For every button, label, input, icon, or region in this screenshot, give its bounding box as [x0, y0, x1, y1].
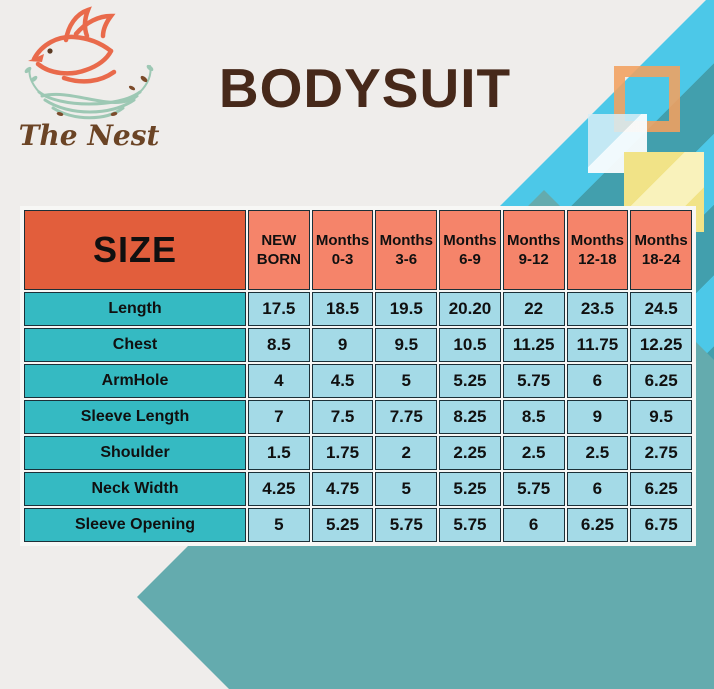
size-header-cell: SIZE: [24, 210, 246, 290]
value-cell: 6: [502, 508, 565, 542]
table-row-chest: Chest 8.5 9 9.5 10.5 11.25 11.75 12.25: [24, 328, 692, 362]
col-header-line: 12-18: [578, 251, 617, 268]
bird-eye-icon: [47, 48, 53, 54]
col-header-months-18-24: Months 18-24: [630, 210, 692, 290]
value-cell: 4: [248, 364, 310, 398]
col-header-line: Months: [315, 231, 370, 249]
col-header-line: 9-12: [518, 251, 549, 268]
value-cell: 4.25: [248, 472, 310, 506]
col-header-months-12-18: Months 12-18: [566, 210, 629, 290]
brand-logo: The Nest: [19, 6, 160, 152]
value-cell: 5.25: [439, 472, 501, 506]
col-header-line: Months: [443, 231, 497, 249]
value-cell: 9.5: [630, 400, 692, 434]
col-header-line: 6-9: [459, 251, 481, 268]
value-cell: 4.5: [311, 364, 374, 398]
value-cell: 11.75: [566, 328, 629, 362]
value-cell: 8.5: [248, 328, 310, 362]
header-row: SIZE NEW BORN Months 0-3 Months 3-6 Mont…: [24, 210, 692, 290]
value-cell: 2.25: [439, 436, 501, 470]
value-cell: 22: [502, 292, 565, 326]
row-label-cell: Chest: [24, 328, 246, 362]
col-header-line: 3-6: [395, 251, 418, 268]
col-header-line: Months: [634, 231, 688, 249]
value-cell: 2: [375, 436, 438, 470]
value-cell: 12.25: [630, 328, 692, 362]
value-cell: 6.25: [630, 364, 692, 398]
table-row-armhole: ArmHole 4 4.5 5 5.25 5.75 6 6.25: [24, 364, 692, 398]
value-cell: 11.25: [502, 328, 565, 362]
table-row-sleeve-length: Sleeve Length 7 7.5 7.75 8.25 8.5 9 9.5: [24, 400, 692, 434]
col-header-months-3-6: Months 3-6: [375, 210, 438, 290]
value-cell: 10.5: [439, 328, 501, 362]
value-cell: 2.75: [630, 436, 692, 470]
value-cell: 24.5: [630, 292, 692, 326]
value-cell: 9: [566, 400, 629, 434]
value-cell: 5.75: [439, 508, 501, 542]
row-label-cell: Sleeve Opening: [24, 508, 246, 542]
value-cell: 8.25: [439, 400, 501, 434]
value-cell: 6.25: [630, 472, 692, 506]
value-cell: 17.5: [248, 292, 310, 326]
size-chart-table: SIZE NEW BORN Months 0-3 Months 3-6 Mont…: [22, 208, 694, 544]
value-cell: 18.5: [311, 292, 374, 326]
value-cell: 6: [566, 364, 629, 398]
row-label-cell: Length: [24, 292, 246, 326]
col-header-newborn: NEW BORN: [248, 210, 310, 290]
value-cell: 19.5: [375, 292, 438, 326]
col-header-line: Months: [507, 231, 561, 249]
row-label-cell: Neck Width: [24, 472, 246, 506]
value-cell: 7.5: [311, 400, 374, 434]
row-label-cell: Shoulder: [24, 436, 246, 470]
value-cell: 5.75: [375, 508, 438, 542]
table-row-sleeve-opening: Sleeve Opening 5 5.25 5.75 5.75 6 6.25 6…: [24, 508, 692, 542]
value-cell: 2.5: [566, 436, 629, 470]
col-header-line: NEW: [261, 231, 297, 249]
bird-beak-icon: [28, 54, 44, 62]
value-cell: 5.25: [439, 364, 501, 398]
value-cell: 23.5: [566, 292, 629, 326]
size-chart-container: SIZE NEW BORN Months 0-3 Months 3-6 Mont…: [20, 206, 696, 546]
value-cell: 1.75: [311, 436, 374, 470]
value-cell: 5: [375, 472, 438, 506]
value-cell: 5.25: [311, 508, 374, 542]
table-row-neck-width: Neck Width 4.25 4.75 5 5.25 5.75 6 6.25: [24, 472, 692, 506]
value-cell: 6.25: [566, 508, 629, 542]
value-cell: 9: [311, 328, 374, 362]
col-header-line: Months: [570, 231, 625, 249]
col-header-months-0-3: Months 0-3: [311, 210, 374, 290]
row-label-cell: ArmHole: [24, 364, 246, 398]
col-header-line: 0-3: [331, 251, 354, 268]
value-cell: 5.75: [502, 472, 565, 506]
orange-square-outline-decoration: [614, 66, 680, 132]
value-cell: 7: [248, 400, 310, 434]
row-label-cell: Sleeve Length: [24, 400, 246, 434]
value-cell: 5: [375, 364, 438, 398]
col-header-line: BORN: [256, 251, 301, 268]
page-title: BODYSUIT: [218, 57, 512, 119]
value-cell: 20.20: [439, 292, 501, 326]
bird-icon: [31, 6, 117, 84]
value-cell: 7.75: [375, 400, 438, 434]
col-header-months-9-12: Months 9-12: [502, 210, 565, 290]
col-header-line: 18-24: [641, 251, 681, 268]
value-cell: 8.5: [502, 400, 565, 434]
value-cell: 5: [248, 508, 310, 542]
value-cell: 4.75: [311, 472, 374, 506]
value-cell: 6: [566, 472, 629, 506]
value-cell: 2.5: [502, 436, 565, 470]
nest-icon: [28, 65, 152, 120]
value-cell: 6.75: [630, 508, 692, 542]
brand-name-text: The Nest: [19, 119, 160, 152]
table-row-length: Length 17.5 18.5 19.5 20.20 22 23.5 24.5: [24, 292, 692, 326]
value-cell: 5.75: [502, 364, 565, 398]
col-header-line: Months: [379, 231, 433, 249]
nest-leaves-icon: [24, 64, 154, 116]
table-row-shoulder: Shoulder 1.5 1.75 2 2.25 2.5 2.5 2.75: [24, 436, 692, 470]
value-cell: 1.5: [248, 436, 310, 470]
value-cell: 9.5: [375, 328, 438, 362]
col-header-months-6-9: Months 6-9: [439, 210, 501, 290]
